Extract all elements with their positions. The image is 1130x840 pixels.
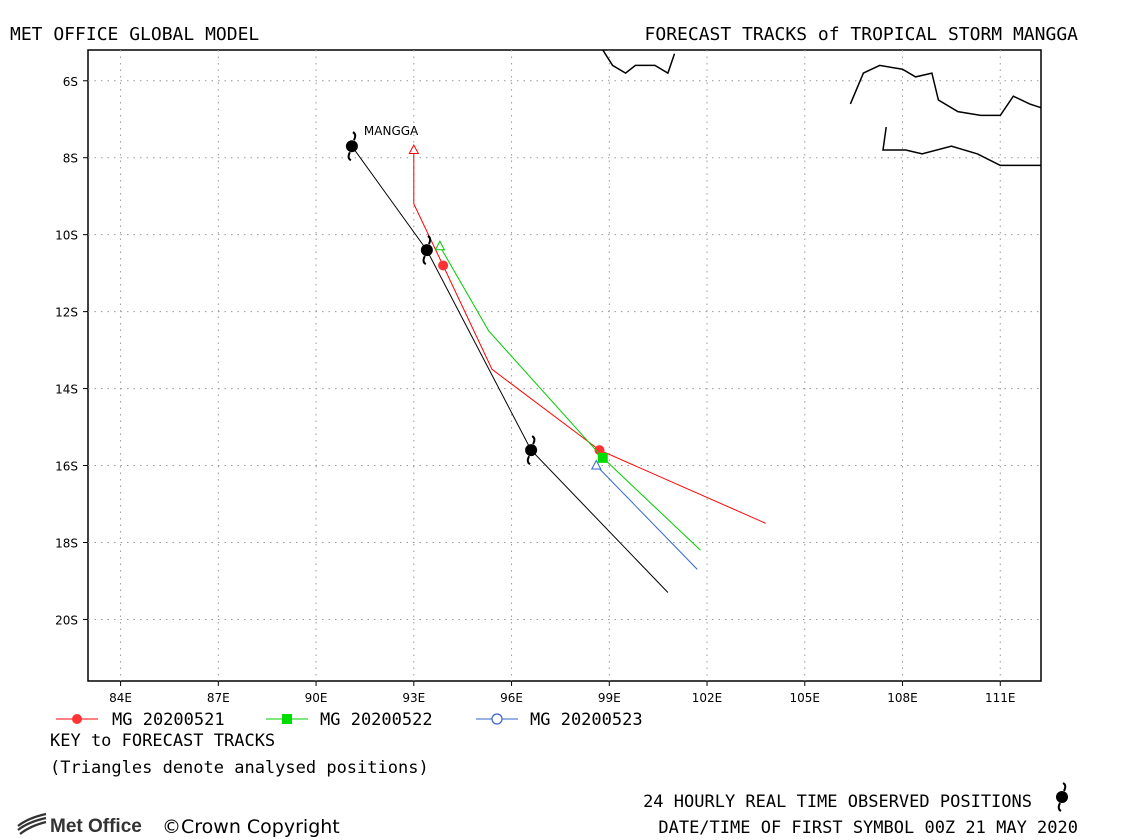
legend-key-title: KEY to FORECAST TRACKS: [50, 731, 275, 751]
header-left-title: MET OFFICE GLOBAL MODEL: [10, 24, 259, 45]
legend-marker-red-circle: [72, 714, 82, 724]
legend-label-mg-20200521: MG 20200521: [112, 710, 225, 730]
forecast-point-square: [597, 452, 608, 463]
legend-label-mg-20200523: MG 20200523: [530, 710, 643, 730]
cyclone-arm-top: [531, 435, 536, 445]
lon-tick-label: 90E: [305, 691, 328, 705]
cyclone-arm-bottom: [1057, 802, 1062, 812]
observed-track: [345, 131, 669, 593]
analysed-position-triangle: [434, 240, 446, 251]
cyclone-arm-bottom: [347, 151, 352, 162]
lon-tick-label: 99E: [598, 691, 621, 705]
lon-tick-label: 108E: [887, 691, 918, 705]
lon-tick-label: 96E: [500, 691, 523, 705]
cyclone-symbol: [525, 435, 538, 466]
legend-marker-green-square: [282, 714, 292, 724]
forecast-point-circle: [594, 445, 605, 456]
forecast-point-circle: [438, 260, 449, 271]
cyclone-core: [1056, 791, 1068, 803]
observed-positions-note: 24 HOURLY REAL TIME OBSERVED POSITIONS: [643, 792, 1032, 812]
axis-tick-labels: 84E 87E 90E 93E 96E 99E 102E 105E 108E 111E 6S 8S 10…: [55, 75, 1015, 705]
analysed-position-triangle: [590, 459, 602, 470]
forecast-track-line: [595, 465, 698, 570]
met-office-wordmark: Met Office: [50, 816, 142, 837]
lat-tick-label: 12S: [55, 306, 78, 320]
cyclone-core: [525, 444, 538, 457]
lat-tick-label: 10S: [55, 229, 78, 243]
legend-label-mg-20200522: MG 20200522: [320, 710, 433, 730]
storm-name-label: MANGGA: [364, 124, 419, 138]
legend-marker-blue-open-circle: [491, 713, 503, 725]
lon-tick-label: 93E: [402, 691, 425, 705]
met-office-swoosh-icon: [17, 812, 47, 835]
cyclone-arm-top: [427, 235, 432, 245]
legend-item-mg-20200523: MG 20200523: [476, 710, 643, 730]
lat-tick-label: 20S: [55, 613, 78, 627]
cyclone-arm-top: [1062, 782, 1067, 792]
lon-tick-label: 87E: [207, 691, 230, 705]
cyclone-symbol: [345, 131, 358, 162]
coastline-java-north: [849, 64, 1042, 117]
legend-item-mg-20200521: MG 20200521: [56, 710, 225, 730]
forecast-track-line: [413, 150, 766, 524]
lon-tick-label: 105E: [790, 691, 821, 705]
lat-tick-label: 14S: [55, 383, 78, 397]
met-office-logo: Met Office: [17, 812, 142, 837]
cyclone-symbol-icon: [1056, 782, 1068, 812]
map-frame: [87, 49, 1042, 682]
cyclone-symbol: [1056, 782, 1068, 812]
lat-tick-label: 18S: [55, 536, 78, 550]
copyright-text: ©Crown Copyright: [162, 816, 340, 838]
cyclone-symbol: [420, 235, 433, 265]
cyclone-arm-bottom: [422, 255, 427, 265]
observed-track-line: [351, 145, 669, 593]
lat-tick-label: 8S: [63, 152, 78, 166]
cyclone-arm-top: [352, 131, 357, 141]
legend: MG 20200521 MG 20200522 MG 20200523 KEY …: [50, 710, 643, 778]
coastline-java-south: [882, 126, 1041, 167]
coastline-sumatra: [602, 49, 676, 75]
cyclone-core: [420, 244, 433, 257]
lat-tick-label: 16S: [55, 460, 78, 474]
legend-item-mg-20200522: MG 20200522: [266, 710, 433, 730]
analysed-position-triangle: [408, 143, 420, 155]
lon-tick-label: 102E: [692, 691, 723, 705]
cyclone-arm-bottom: [526, 455, 531, 466]
header-right-title: FORECAST TRACKS of TROPICAL STORM MANGGA: [645, 24, 1079, 45]
forecast-track-line: [439, 245, 701, 551]
cyclone-core: [345, 140, 358, 153]
coastlines: [602, 49, 1042, 167]
lon-tick-label: 84E: [109, 691, 132, 705]
lon-tick-label: 111E: [985, 691, 1016, 705]
first-symbol-datetime: DATE/TIME OF FIRST SYMBOL 00Z 21 MAY 202…: [658, 818, 1078, 838]
legend-key-note: (Triangles denote analysed positions): [50, 758, 429, 778]
lat-tick-label: 6S: [63, 75, 78, 89]
forecast-tracks: [408, 143, 766, 570]
